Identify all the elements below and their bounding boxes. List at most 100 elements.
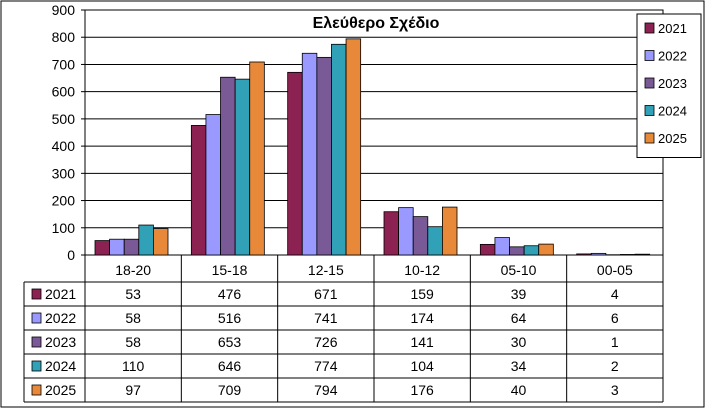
y-tick-label: 900 — [52, 2, 76, 18]
bar-2022-05-10 — [495, 238, 510, 255]
bar-2025-12-15 — [346, 39, 361, 255]
table-cell: 64 — [511, 310, 527, 326]
table-cell: 4 — [611, 286, 619, 302]
bar-2021-15-18 — [191, 125, 206, 255]
table-legend-key — [32, 313, 41, 323]
x-tick-label: 18-20 — [115, 262, 151, 278]
bar-2022-12-15 — [302, 53, 317, 255]
legend: 2021 2022 2023 2024 2025 — [637, 14, 701, 158]
bar-2022-15-18 — [206, 115, 221, 255]
chart-title: Ελεύθερο Σχέδιο — [313, 15, 440, 32]
table-cell: 34 — [511, 358, 527, 374]
bar-2024-00-05 — [620, 254, 635, 255]
table-cell: 40 — [511, 382, 527, 398]
y-tick-label: 400 — [52, 138, 76, 154]
table-cell: 741 — [314, 310, 338, 326]
table-series-label: 2021 — [45, 286, 76, 302]
table-series-label: 2023 — [45, 334, 76, 350]
table-cell: 30 — [511, 334, 527, 350]
bar-2024-10-12 — [428, 227, 443, 255]
x-tick-label: 10-12 — [404, 262, 440, 278]
bar-2022-00-05 — [591, 253, 606, 255]
table-cell: 646 — [218, 358, 242, 374]
y-tick-label: 100 — [52, 220, 76, 236]
legend-label: 2025 — [658, 131, 687, 146]
bar-2025-18-20 — [153, 229, 168, 255]
x-tick-label: 05-10 — [501, 262, 537, 278]
legend-label: 2022 — [658, 49, 687, 64]
table-cell: 110 — [122, 358, 145, 374]
table-cell: 174 — [410, 310, 434, 326]
bar-2022-18-20 — [110, 239, 125, 255]
y-tick-label: 200 — [52, 193, 76, 209]
bar-2025-10-12 — [442, 207, 457, 255]
table-cell: 104 — [410, 358, 434, 374]
table-legend-key — [32, 385, 41, 395]
table-cell: 39 — [511, 286, 527, 302]
x-tick-label: 12-15 — [308, 262, 344, 278]
table-cell: 159 — [410, 286, 434, 302]
table-cell: 53 — [125, 286, 141, 302]
table-cell: 671 — [314, 286, 338, 302]
table-cell: 6 — [611, 310, 619, 326]
legend-key — [645, 106, 654, 116]
table-cell: 653 — [218, 334, 242, 350]
table-cell: 726 — [314, 334, 338, 350]
bar-2023-18-20 — [124, 239, 139, 255]
table-legend-key — [32, 337, 41, 347]
table-cell: 476 — [218, 286, 242, 302]
table-series-label: 2025 — [45, 382, 76, 398]
x-tick-label: 00-05 — [597, 262, 633, 278]
legend-key — [645, 23, 654, 33]
y-tick-label: 700 — [52, 56, 76, 72]
table-cell: 774 — [314, 358, 338, 374]
table-cell: 516 — [218, 310, 242, 326]
bar-2021-18-20 — [95, 241, 110, 255]
bar-2023-12-15 — [317, 57, 332, 255]
bar-2024-18-20 — [139, 225, 154, 255]
table-series-label: 2022 — [45, 310, 76, 326]
y-tick-label: 600 — [52, 84, 76, 100]
bar-2025-05-10 — [539, 244, 554, 255]
bar-2021-10-12 — [384, 212, 399, 255]
table-cell: 1 — [611, 334, 619, 350]
x-tick-label: 15-18 — [212, 262, 248, 278]
bar-2021-12-15 — [288, 72, 303, 255]
bar-2021-05-10 — [480, 244, 495, 255]
y-tick-label: 500 — [52, 111, 76, 127]
y-tick-label: 0 — [67, 247, 75, 263]
table-cell: 97 — [125, 382, 141, 398]
legend-key — [645, 51, 654, 61]
table-cell: 58 — [125, 334, 141, 350]
y-tick-label: 800 — [52, 29, 76, 45]
bar-2024-12-15 — [331, 44, 346, 255]
table-cell: 58 — [125, 310, 141, 326]
table-cell: 176 — [410, 382, 434, 398]
bar-2025-15-18 — [250, 62, 265, 255]
bar-2023-15-18 — [221, 77, 236, 255]
legend-key — [645, 133, 654, 143]
legend-key — [645, 78, 654, 88]
table-legend-key — [32, 289, 41, 299]
bar-2023-05-10 — [510, 247, 525, 255]
table-cell: 141 — [410, 334, 434, 350]
legend-label: 2024 — [658, 104, 687, 119]
bar-2023-10-12 — [413, 217, 428, 255]
y-tick-label: 300 — [52, 165, 76, 181]
bar-2024-15-18 — [235, 79, 250, 255]
table-cell: 709 — [218, 382, 242, 398]
bar-2025-00-05 — [635, 254, 650, 255]
legend-label: 2021 — [658, 21, 687, 36]
bar-2021-00-05 — [577, 254, 592, 255]
table-cell: 3 — [611, 382, 619, 398]
bar-2022-10-12 — [399, 208, 414, 255]
plot-area — [85, 10, 663, 255]
legend-label: 2023 — [658, 76, 687, 91]
table-cell: 2 — [611, 358, 619, 374]
bar-2024-05-10 — [524, 246, 539, 255]
table-cell: 794 — [314, 382, 338, 398]
table-series-label: 2024 — [45, 358, 76, 374]
table-legend-key — [32, 361, 41, 371]
